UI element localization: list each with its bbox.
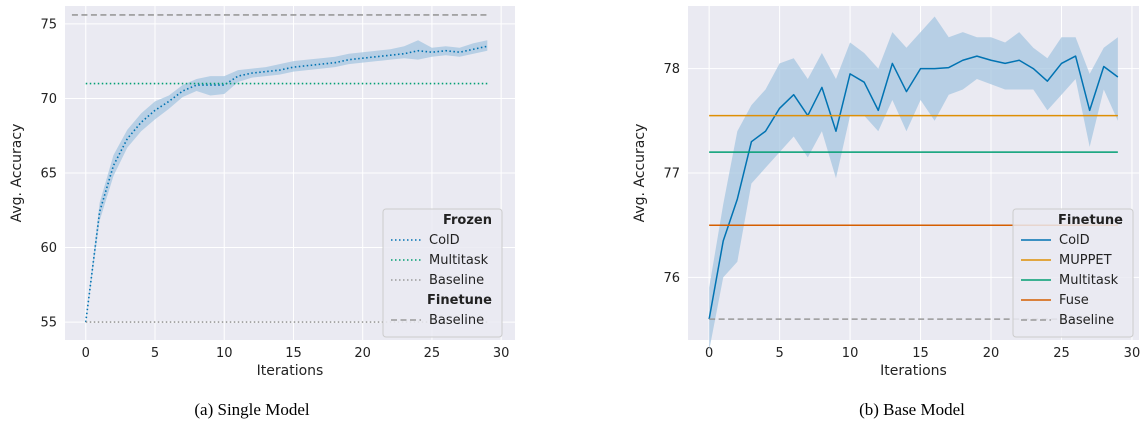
x-tick-label: 0 <box>82 346 90 361</box>
x-tick-label: 5 <box>151 346 159 361</box>
legend-label: Baseline <box>1059 313 1114 328</box>
legend-title: Finetune <box>427 293 492 308</box>
x-tick-label: 25 <box>424 346 441 361</box>
y-tick-label: 75 <box>40 17 57 32</box>
chart-single-model: 0 5 10 15 20 25 30 55 60 65 70 75 Iterations Avg. Acc… <box>9 6 515 379</box>
x-tick-label: 20 <box>983 346 1000 361</box>
y-tick-label: 76 <box>663 271 680 286</box>
legend-title: Frozen <box>443 213 492 228</box>
x-tick-label: 15 <box>912 346 929 361</box>
x-axis-label: Iterations <box>880 363 947 379</box>
x-tick-label: 30 <box>1124 346 1141 361</box>
x-tick-label: 10 <box>216 346 233 361</box>
legend-title: Finetune <box>1058 213 1123 228</box>
legend-label: Baseline <box>429 313 484 328</box>
legend-label: Multitask <box>1059 273 1119 288</box>
legend-label: ColD <box>429 233 460 248</box>
x-tick-label: 10 <box>842 346 859 361</box>
y-tick-label: 60 <box>40 241 57 256</box>
legend: Finetune ColD MUPPET Multitask Fuse Baseline <box>1013 209 1133 337</box>
legend-label: MUPPET <box>1059 253 1112 268</box>
y-axis-label: Avg. Accuracy <box>632 124 648 223</box>
y-tick-label: 78 <box>663 62 680 77</box>
x-tick-label: 15 <box>285 346 302 361</box>
x-tick-label: 20 <box>354 346 371 361</box>
y-tick-label: 55 <box>40 316 57 331</box>
y-tick-label: 70 <box>40 92 57 107</box>
caption-single-model: (a) Single Model <box>194 400 309 419</box>
caption-base-model: (b) Base Model <box>859 400 965 419</box>
y-axis-label: Avg. Accuracy <box>9 124 25 223</box>
x-tick-label: 5 <box>775 346 783 361</box>
y-tick-label: 77 <box>663 167 680 182</box>
legend-label: ColD <box>1059 233 1090 248</box>
y-tick-label: 65 <box>40 167 57 182</box>
legend-label: Baseline <box>429 273 484 288</box>
x-tick-label: 25 <box>1053 346 1070 361</box>
legend: Frozen ColD Multitask Baseline Finetune Basel… <box>383 209 502 337</box>
legend-label: Multitask <box>429 253 489 268</box>
x-tick-label: 30 <box>493 346 510 361</box>
x-axis-label: Iterations <box>257 363 324 379</box>
legend-label: Fuse <box>1059 293 1089 308</box>
